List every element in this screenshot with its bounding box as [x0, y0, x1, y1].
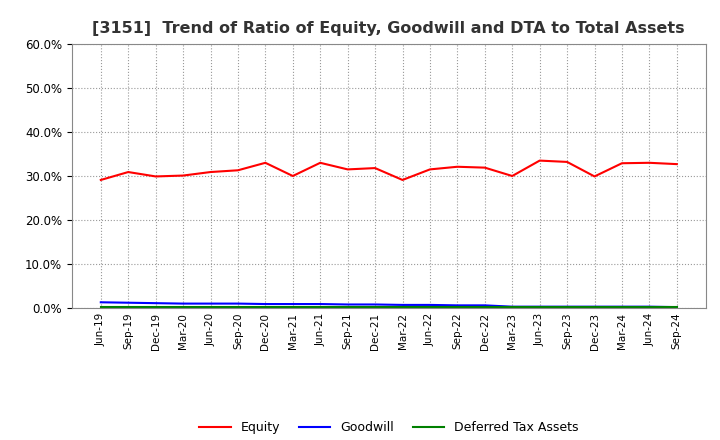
- Goodwill: [151, 301, 160, 306]
- Equity: [536, 158, 544, 163]
- Deferred Tax Assets: [590, 304, 599, 309]
- Deferred Tax Assets: [289, 304, 297, 309]
- Deferred Tax Assets: [96, 304, 105, 309]
- Goodwill: [124, 300, 132, 305]
- Goodwill: [480, 303, 489, 308]
- Goodwill: [563, 304, 572, 309]
- Equity: [480, 165, 489, 170]
- Equity: [261, 160, 270, 165]
- Goodwill: [398, 302, 407, 308]
- Equity: [124, 169, 132, 175]
- Deferred Tax Assets: [453, 304, 462, 309]
- Deferred Tax Assets: [371, 304, 379, 309]
- Equity: [96, 177, 105, 183]
- Deferred Tax Assets: [480, 304, 489, 309]
- Goodwill: [96, 300, 105, 305]
- Deferred Tax Assets: [151, 304, 160, 309]
- Goodwill: [618, 304, 626, 309]
- Goodwill: [536, 304, 544, 309]
- Goodwill: [289, 301, 297, 307]
- Deferred Tax Assets: [563, 304, 572, 309]
- Goodwill: [371, 302, 379, 307]
- Equity: [590, 174, 599, 179]
- Equity: [645, 160, 654, 165]
- Equity: [563, 159, 572, 165]
- Deferred Tax Assets: [536, 304, 544, 309]
- Legend: Equity, Goodwill, Deferred Tax Assets: Equity, Goodwill, Deferred Tax Assets: [194, 416, 583, 439]
- Equity: [453, 164, 462, 169]
- Equity: [316, 160, 325, 165]
- Deferred Tax Assets: [645, 304, 654, 309]
- Equity: [289, 173, 297, 179]
- Equity: [398, 177, 407, 183]
- Deferred Tax Assets: [124, 304, 132, 309]
- Line: Goodwill: Goodwill: [101, 302, 677, 307]
- Equity: [151, 174, 160, 179]
- Goodwill: [508, 304, 516, 309]
- Equity: [343, 167, 352, 172]
- Deferred Tax Assets: [179, 304, 187, 309]
- Equity: [233, 168, 242, 173]
- Goodwill: [672, 304, 681, 310]
- Goodwill: [343, 302, 352, 307]
- Equity: [618, 161, 626, 166]
- Deferred Tax Assets: [672, 304, 681, 309]
- Equity: [672, 161, 681, 167]
- Deferred Tax Assets: [233, 304, 242, 309]
- Equity: [508, 173, 516, 179]
- Goodwill: [261, 301, 270, 307]
- Deferred Tax Assets: [508, 304, 516, 309]
- Goodwill: [645, 304, 654, 309]
- Goodwill: [233, 301, 242, 306]
- Goodwill: [179, 301, 187, 306]
- Equity: [179, 173, 187, 178]
- Deferred Tax Assets: [618, 304, 626, 309]
- Deferred Tax Assets: [398, 304, 407, 309]
- Goodwill: [316, 301, 325, 307]
- Goodwill: [453, 303, 462, 308]
- Equity: [371, 165, 379, 171]
- Equity: [206, 169, 215, 175]
- Line: Equity: Equity: [101, 161, 677, 180]
- Deferred Tax Assets: [343, 304, 352, 309]
- Deferred Tax Assets: [426, 304, 434, 309]
- Goodwill: [206, 301, 215, 306]
- Goodwill: [426, 302, 434, 308]
- Deferred Tax Assets: [316, 304, 325, 309]
- Equity: [426, 167, 434, 172]
- Goodwill: [590, 304, 599, 309]
- Title: [3151]  Trend of Ratio of Equity, Goodwill and DTA to Total Assets: [3151] Trend of Ratio of Equity, Goodwil…: [92, 21, 685, 36]
- Deferred Tax Assets: [206, 304, 215, 309]
- Deferred Tax Assets: [261, 304, 270, 309]
